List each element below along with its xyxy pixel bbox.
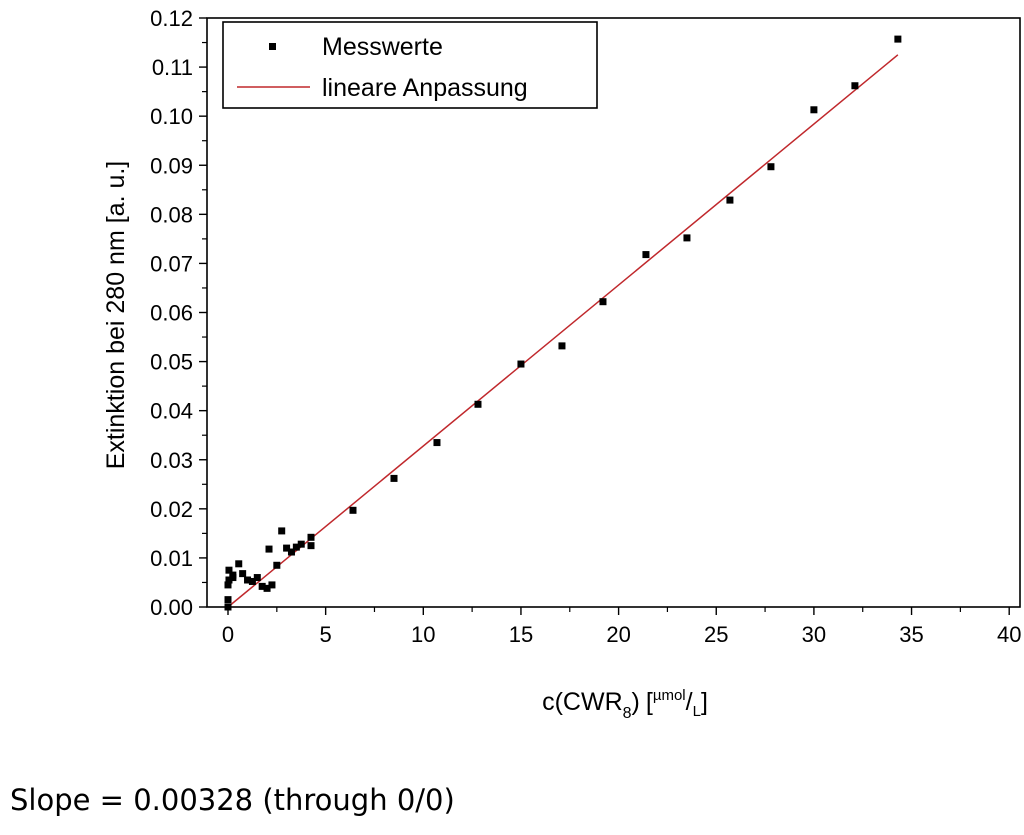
y-tick-label: 0.06 (150, 301, 193, 326)
data-point (810, 106, 818, 114)
legend-label-lineare-anpassung: lineare Anpassung (322, 74, 528, 102)
legend-label-messwerte: Messwerte (322, 33, 443, 61)
legend: Messwerte lineare Anpassung (222, 21, 598, 109)
data-point (292, 543, 300, 551)
y-tick-label: 0.11 (152, 55, 193, 80)
data-point (894, 35, 902, 43)
y-tick-label: 0.07 (150, 251, 193, 276)
data-point (224, 581, 232, 589)
x-axis-label-subscript: 8 (623, 705, 632, 722)
data-point (297, 540, 305, 548)
x-axis-label: c(CWR8) [µmol/L] (542, 687, 708, 722)
data-points (224, 35, 902, 611)
x-axis-label-unit-denominator: L (693, 703, 701, 720)
y-tick-label: 0.10 (150, 104, 193, 129)
y-axis-label: Extinktion bei 280 nm [a. u.] (102, 161, 130, 470)
y-axis: 0.00 0.01 0.02 0.03 0.04 0.05 0.06 0.07 0.08 0.09… (150, 6, 207, 620)
data-point (726, 196, 734, 204)
x-tick-label: 5 (320, 622, 332, 647)
legend-marker-square (269, 43, 276, 50)
x-tick-label: 30 (802, 622, 826, 647)
data-point (278, 527, 286, 535)
data-point (433, 439, 441, 447)
data-point (283, 544, 291, 552)
y-tick-label: 0.08 (150, 202, 193, 227)
x-axis-label-main: c(CWR (542, 688, 623, 716)
data-point (851, 82, 859, 90)
data-point (307, 533, 315, 541)
y-tick-label: 0.12 (150, 6, 193, 31)
x-axis-label-unit-close: ] (701, 688, 708, 716)
x-tick-label: 40 (997, 622, 1021, 647)
data-point (474, 400, 482, 408)
slope-annotation: Slope = 0.00328 (through 0/0) (10, 783, 455, 817)
data-point (558, 342, 566, 350)
y-tick-label: 0.05 (150, 350, 193, 375)
fit-line (227, 54, 899, 608)
x-tick-label: 0 (222, 622, 234, 647)
data-point (268, 581, 276, 589)
x-tick-label: 15 (509, 622, 533, 647)
data-point (307, 542, 315, 550)
data-point (253, 574, 261, 582)
data-point (517, 360, 525, 368)
y-tick-label: 0.03 (150, 448, 193, 473)
data-point (683, 234, 691, 242)
data-point (265, 545, 273, 553)
x-axis-label-unit-numerator: µmol (653, 687, 686, 704)
x-axis-label-unit-slash: / (686, 688, 693, 716)
data-point (273, 561, 281, 569)
y-tick-label: 0.01 (150, 546, 193, 571)
x-tick-label: 35 (899, 622, 923, 647)
fit-line-path (227, 54, 899, 608)
chart: 0 5 10 15 20 25 30 35 40 0.000.010.020.030.040.0… (102, 6, 1021, 722)
data-point (224, 603, 232, 611)
data-point (349, 506, 357, 514)
legend-box (222, 21, 598, 109)
data-point (258, 582, 266, 590)
x-axis-label-unit-open: [ (646, 688, 653, 716)
data-point (642, 251, 650, 259)
y-tick-label: 0.02 (150, 497, 193, 522)
x-axis: 0 5 10 15 20 25 30 35 40 (222, 607, 1021, 647)
x-tick-label: 25 (704, 622, 728, 647)
x-tick-label: 10 (411, 622, 435, 647)
y-tick-label: 0.04 (150, 399, 193, 424)
data-point (244, 576, 252, 584)
x-axis-label-close: ) (632, 688, 640, 716)
y-tick-label: 0.09 (150, 153, 193, 178)
data-point (239, 570, 247, 578)
data-point (390, 474, 398, 482)
data-point (229, 571, 237, 579)
data-point (225, 576, 233, 584)
y-tick-label: 0.00 (150, 595, 193, 620)
data-point (599, 298, 607, 306)
data-point (767, 163, 775, 171)
x-tick-label: 20 (606, 622, 630, 647)
data-point (263, 584, 271, 592)
data-point (235, 560, 243, 568)
data-point (248, 577, 256, 585)
data-point (225, 566, 233, 574)
data-point (224, 596, 232, 604)
data-point (287, 548, 295, 556)
